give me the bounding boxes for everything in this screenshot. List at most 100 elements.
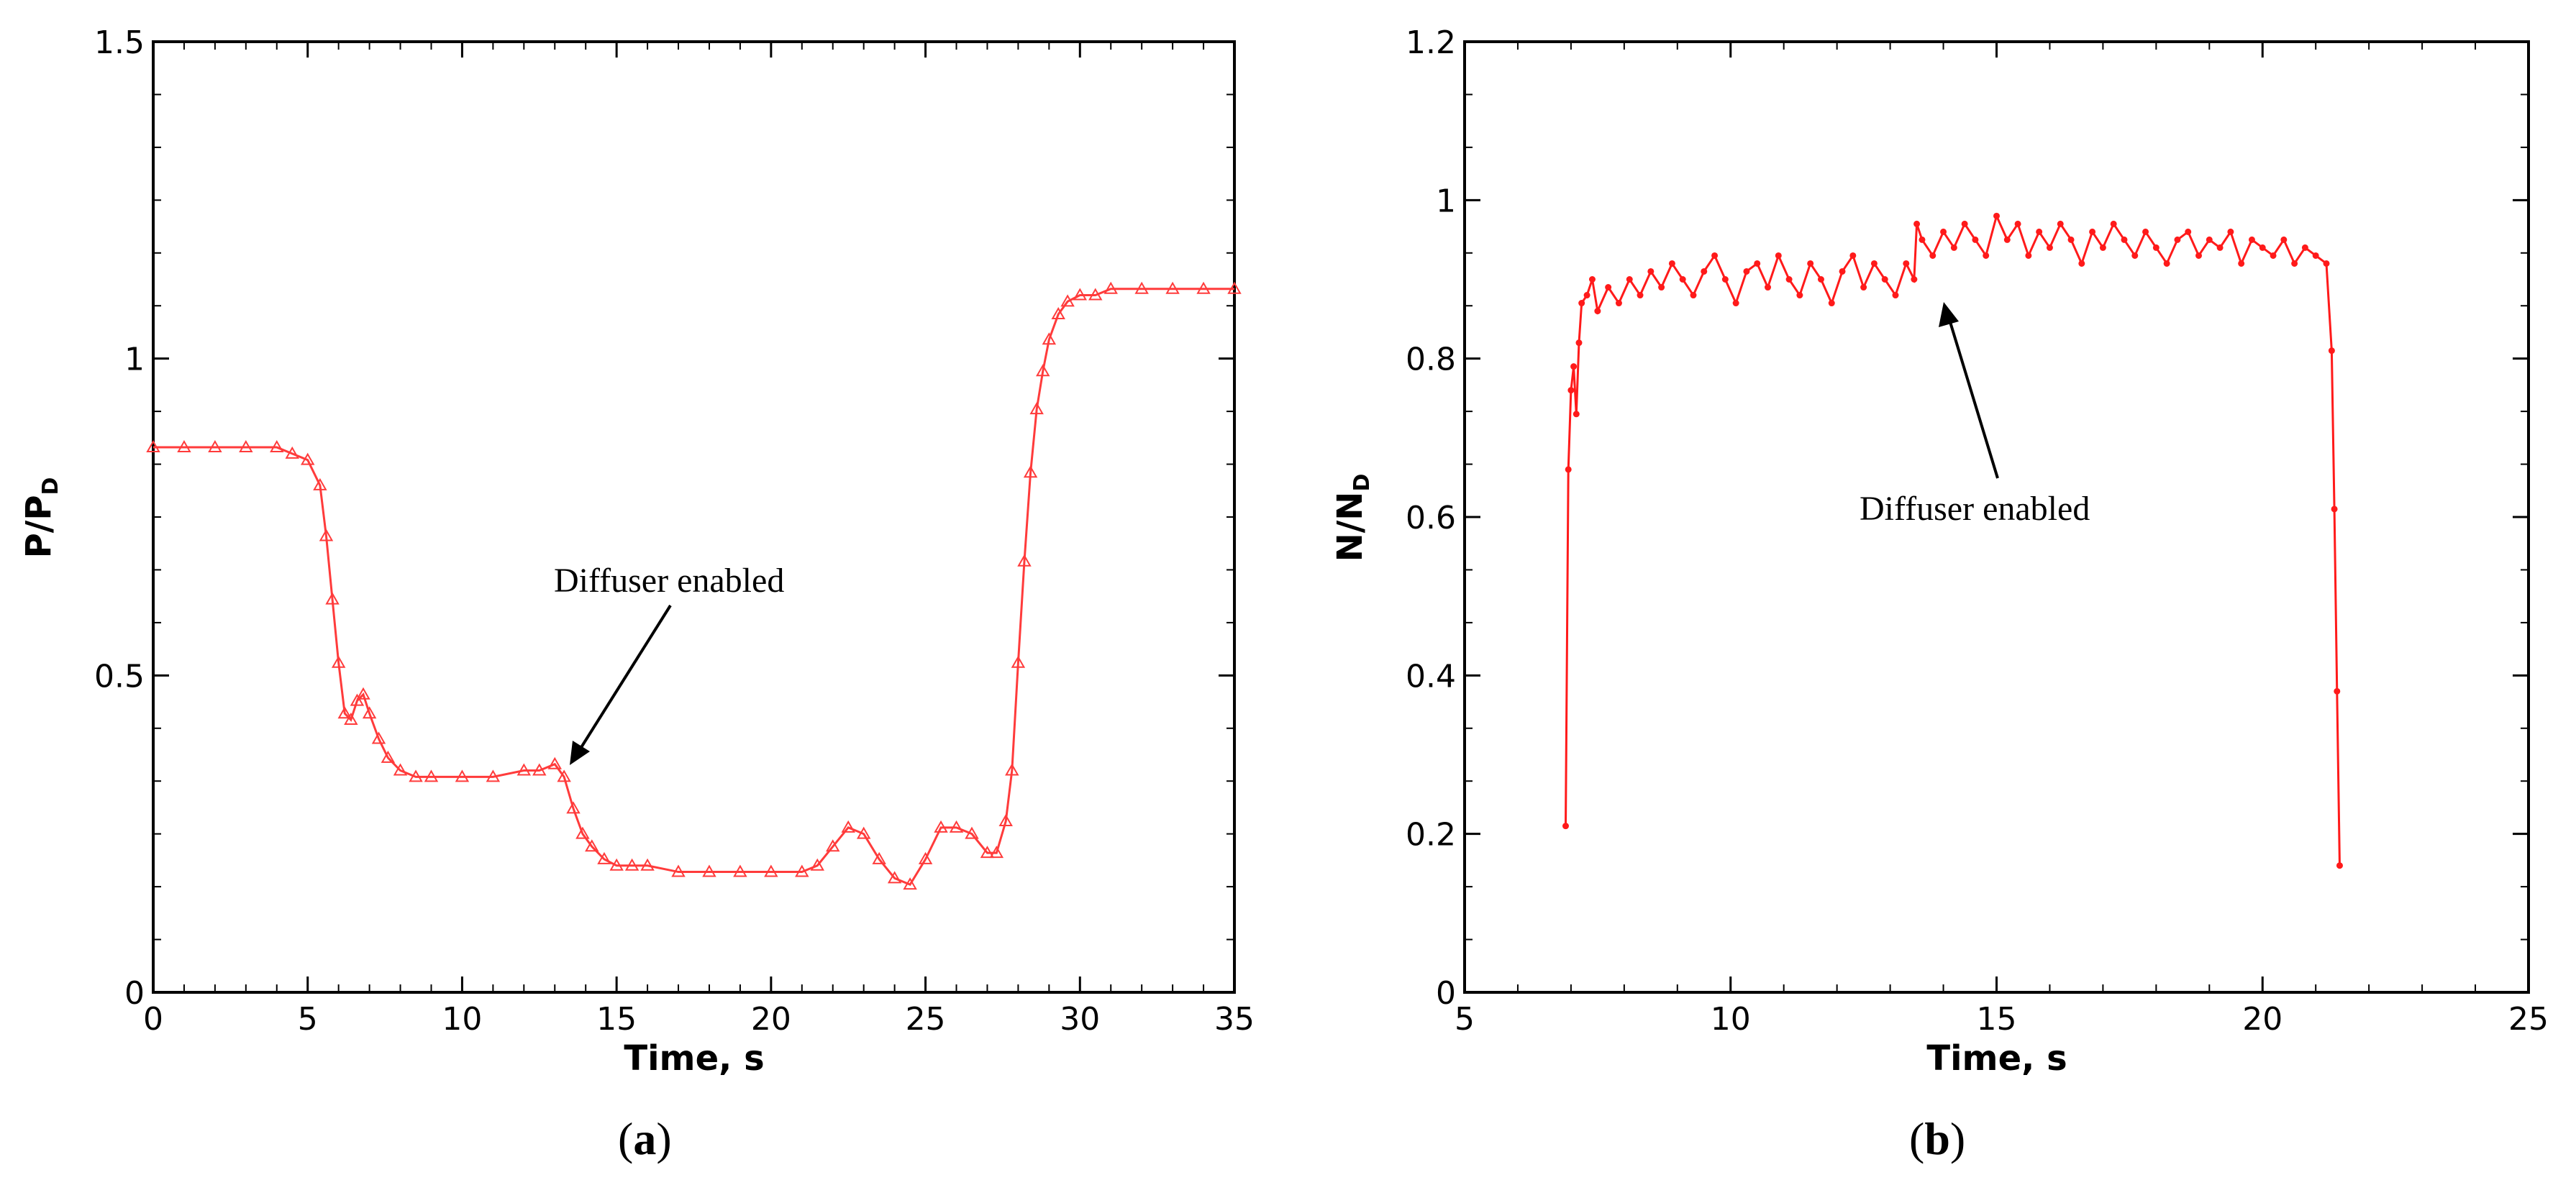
chart-b-data-point [2336, 862, 2343, 869]
chart-a-data-point [575, 826, 590, 839]
chart-a-data-point [356, 687, 370, 700]
chart-b-data-point [1583, 292, 1590, 299]
chart-a-data-point [998, 814, 1013, 827]
chart-a-xtick-label: 15 [596, 1001, 637, 1038]
chart-a-data-point [1036, 364, 1050, 377]
chart-a-xlabel: Time, s [624, 1038, 764, 1079]
chart-b-data-point [1668, 260, 1675, 267]
chart-b-xtick-label: 20 [2242, 1001, 2283, 1038]
chart-b-data-point [2174, 236, 2181, 243]
chart-a-xtick-label: 5 [298, 1001, 318, 1038]
chart-b-data-point [2270, 252, 2277, 259]
chart-a-data-point [239, 440, 253, 453]
chart-a-data-point [146, 440, 160, 453]
chart-a-ylabel: P/PD [19, 477, 63, 559]
chart-a-series-line [153, 288, 1234, 887]
chart-b-data-point [1615, 300, 1622, 307]
chart-a-data-point [795, 864, 809, 877]
chart-a-data-point [270, 440, 284, 453]
chart-a-data-point [1017, 554, 1032, 567]
chart-a-plot-frame [152, 40, 1236, 994]
chart-b-xtick-label: 5 [1455, 1001, 1475, 1038]
chart-b-data-point [1961, 220, 1968, 227]
chart-b-data-point [2152, 244, 2159, 251]
chart-a-data-point [1042, 332, 1057, 345]
chart-b-annotation-text: Diffuser enabled [1860, 490, 2090, 528]
chart-b-data-point [1913, 220, 1921, 227]
chart-b-data-point [2057, 220, 2064, 227]
chart-a-data-point [409, 769, 423, 782]
chart-b-data-point [1711, 252, 1719, 259]
chart-a-data-point [1227, 281, 1242, 294]
chart-b-panel-label: (b) [1909, 1113, 1965, 1164]
chart-a-data-point [532, 763, 547, 776]
chart-b-data-point [1754, 260, 1761, 267]
chart-b-ytick-label: 0.6 [1406, 500, 1456, 536]
chart-b-data-point [1732, 300, 1739, 307]
chart-b-data-point [2195, 252, 2203, 259]
chart-a-data-point [1088, 288, 1103, 301]
chart-b-data-point [1743, 267, 1750, 275]
chart-b-series-line [1565, 212, 2341, 866]
chart-b-ylabel: N/ND [1330, 474, 1375, 562]
chart-b-data-point [1626, 276, 1633, 283]
chart-b-ylabel-sub: D [1350, 474, 1375, 492]
chart-a-data-point [841, 820, 855, 833]
chart-b-annotation: Diffuser enabled [1860, 302, 2090, 528]
chart-a-data-point [903, 877, 917, 890]
chart-b-data-point [1796, 292, 1803, 299]
chart-b-data-point [1911, 276, 1918, 283]
chart-b-data-point [1849, 252, 1857, 259]
chart-a-ytick-label: 0 [124, 975, 145, 1012]
chart-a-panel-label: (a) [618, 1113, 672, 1164]
chart-b-xtick-label: 15 [1977, 1001, 2017, 1038]
chart-a-data-point [350, 693, 365, 706]
chart-a-data-point [337, 706, 352, 719]
chart-a-data-point [980, 846, 995, 859]
chart-a-data-point [325, 592, 340, 605]
chart-b-annotation-arrowhead [1939, 302, 1959, 327]
chart-b-data-point [1983, 252, 1990, 259]
chart-a-annotation: Diffuser enabled [554, 562, 784, 765]
chart-b-ytick-label: 0.8 [1406, 342, 1456, 378]
chart-b-data-point [1903, 260, 1910, 267]
chart-b-data-point [2227, 228, 2234, 235]
chart-a-data-point [300, 452, 315, 465]
chart-b-data-point [2014, 220, 2021, 227]
chart-a-data-point [934, 820, 948, 833]
chart-b-ytick-label: 0.4 [1406, 658, 1456, 695]
chart-b-data-point [2003, 236, 2011, 243]
chart-b-data-point [1567, 387, 1575, 394]
chart-a-data-point [764, 864, 778, 877]
chart-a-data-point [872, 851, 886, 864]
chart-panel-b: 5 10 15 20 25 0 0.2 0.4 0.6 0.8 1 1.2 Diffuser enab… [1330, 24, 2549, 1164]
chart-a-data-point [1134, 281, 1149, 294]
chart-b-data-point [2334, 687, 2341, 695]
chart-b-data-point [1993, 212, 2000, 219]
chart-a-data-point [609, 858, 624, 871]
chart-a-data-point [1103, 281, 1118, 294]
chart-a-annotation-arrow [574, 604, 672, 758]
chart-b-data-point [1929, 252, 1936, 259]
chart-a-xtick-label: 25 [906, 1001, 946, 1038]
chart-b-data-point [1972, 236, 1979, 243]
chart-a-xtick-label: 30 [1060, 1001, 1100, 1038]
chart-a-series [146, 281, 1242, 890]
chart-b-ytick-label: 1.2 [1406, 24, 1456, 61]
chart-b-data-point [1570, 363, 1578, 370]
chart-b-data-point [1870, 260, 1878, 267]
chart-b-data-point [2121, 236, 2128, 243]
chart-b-data-point [1828, 300, 1835, 307]
chart-a-ylabel-sub: D [38, 477, 63, 495]
chart-b-data-point [2312, 252, 2319, 259]
chart-a-data-point [285, 446, 299, 459]
chart-b-ticks: 5 10 15 20 25 0 0.2 0.4 0.6 0.8 1 1.2 [1406, 24, 2549, 1038]
chart-a-data-point [371, 731, 386, 744]
chart-a-minor-ticks [153, 42, 1234, 992]
chart-b-data-point [1950, 244, 1957, 251]
chart-a-data-point [566, 801, 581, 814]
chart-b-data-point [2248, 236, 2255, 243]
chart-b-data-point [1721, 276, 1729, 283]
chart-b-ytick-label: 0 [1436, 975, 1456, 1012]
